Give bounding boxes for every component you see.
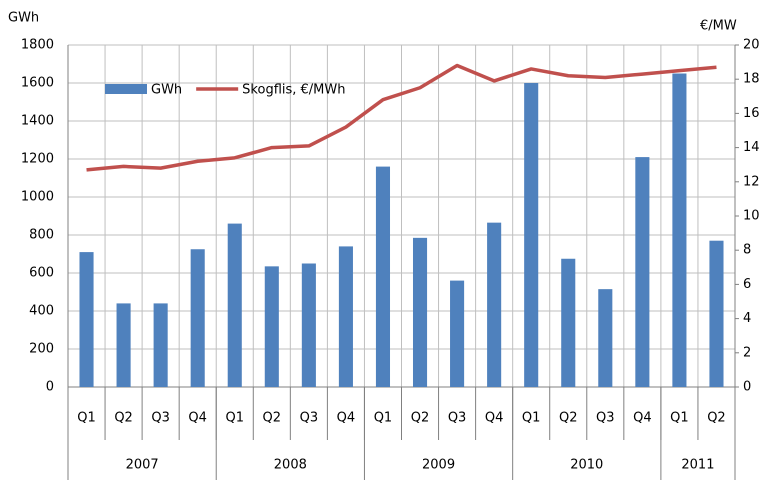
bar [301,263,316,387]
line [86,63,717,172]
y2-tick-label: 16 [743,106,760,121]
x-tick-label: Q4 [485,411,504,426]
x-tick-label: Q1 [374,411,393,426]
group-label: 2010 [570,458,603,473]
y-tick-label: 1600 [21,76,54,91]
legend-swatch [105,84,147,94]
group-label: 2009 [422,458,455,473]
x-tick-label: Q3 [448,411,467,426]
x-tick-label: Q3 [596,411,615,426]
y2-tick-label: 10 [743,209,760,224]
bar [227,223,242,387]
y-tick-label: 800 [29,228,54,243]
x-tick-label: Q4 [337,411,356,426]
bar [264,266,279,387]
y2-tick-label: 18 [743,72,760,87]
y-tick-label: 1200 [21,152,54,167]
y2-tick-label: 8 [743,243,751,258]
y-tick-label: 1400 [21,114,54,129]
bar [375,166,391,387]
y2-tick-label: 14 [743,140,760,155]
y-axis-label: GWh [8,11,39,26]
x-tick-label: Q1 [670,411,689,426]
x-tick-label: Q2 [114,411,133,426]
y2-tick-label: 12 [743,174,760,189]
bar [153,303,168,387]
y-tick-label: 200 [29,342,54,357]
y-tick-label: 1800 [21,38,54,53]
x-tick-label: Q4 [633,411,652,426]
bar [487,222,502,387]
bar [635,157,650,387]
bar [598,289,613,387]
y-tick-label: 400 [29,304,54,319]
y2-axis-label: €/MW [700,19,737,34]
y-tick-label: 0 [46,380,54,395]
y2-tick-label: 2 [743,345,751,360]
bar [338,246,353,387]
x-tick-label: Q1 [225,411,244,426]
x-tick-label: Q3 [300,411,319,426]
bar [450,280,465,387]
bar [672,73,687,387]
group-label: 2011 [681,458,714,473]
legend-label: Skogflis, €/MWh [242,83,345,98]
y2-tick-label: 4 [743,311,751,326]
y-tick-label: 600 [29,266,54,281]
bar [116,303,131,387]
bar [524,83,539,387]
x-tick-label: Q3 [151,411,170,426]
group-label: 2008 [274,458,307,473]
y2-tick-label: 6 [743,277,751,292]
x-tick-label: Q1 [77,411,96,426]
y2-tick-label: 0 [743,380,751,395]
x-tick-label: Q1 [522,411,541,426]
x-tick-label: Q2 [559,411,578,426]
y-tick-label: 1000 [21,190,54,205]
group-label: 2007 [126,458,159,473]
bar [79,252,94,387]
legend-label: GWh [151,83,182,98]
bar [561,258,576,387]
x-tick-label: Q4 [188,411,207,426]
bar [190,249,205,387]
x-tick-label: Q2 [263,411,282,426]
bar [709,240,724,387]
bar [412,237,428,387]
x-tick-label: Q2 [707,411,726,426]
x-tick-label: Q2 [411,411,430,426]
y2-tick-label: 20 [743,38,760,53]
